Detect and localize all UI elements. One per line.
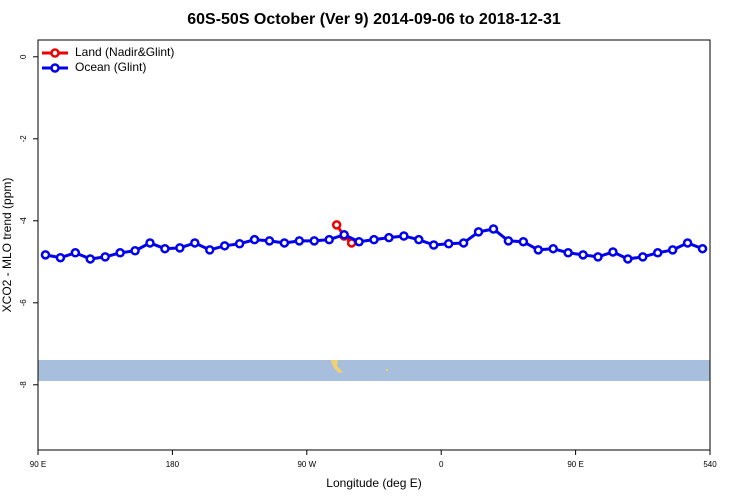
- map-land: [331, 360, 343, 373]
- chart-title: 60S-50S October (Ver 9) 2014-09-06 to 20…: [187, 11, 561, 28]
- series-point: [100, 252, 110, 262]
- series-point: [175, 243, 185, 253]
- series-point: [234, 239, 245, 249]
- y-axis-label: XCO2 - MLO trend (ppm): [0, 178, 14, 313]
- series-point: [219, 241, 230, 251]
- x-tick-label: 90 E: [30, 460, 46, 469]
- series-point: [190, 238, 200, 248]
- series-point: [488, 224, 499, 234]
- map-strip: [38, 360, 710, 381]
- series-point: [85, 254, 96, 264]
- series-point: [578, 250, 588, 260]
- series-point: [667, 245, 678, 255]
- series-point: [324, 234, 334, 245]
- series-point: [160, 243, 170, 254]
- series-point: [115, 248, 125, 258]
- series-point: [414, 234, 424, 245]
- series-point: [309, 236, 320, 246]
- series-point: [204, 245, 215, 255]
- x-tick-label: 90 W: [297, 460, 316, 469]
- legend-point: [50, 63, 60, 73]
- x-tick-label: 0: [439, 460, 444, 469]
- series-point: [458, 238, 469, 248]
- legend-label: Land (Nadir&Glint): [75, 45, 174, 59]
- legend-label: Ocean (Glint): [75, 60, 146, 74]
- y-tick-label: -8: [19, 381, 28, 389]
- x-tick-label: 180: [166, 460, 180, 469]
- series-point: [623, 254, 633, 264]
- series-point: [279, 238, 290, 248]
- series-point: [369, 234, 379, 245]
- series-point: [70, 248, 81, 258]
- series-point: [443, 239, 454, 249]
- series-point: [593, 252, 603, 262]
- series-point: [294, 236, 305, 246]
- series-point: [399, 231, 409, 241]
- series-point: [145, 238, 155, 248]
- series-point: [55, 252, 66, 263]
- y-tick-label: -2: [19, 135, 28, 143]
- series-point: [40, 250, 51, 260]
- series-point: [608, 247, 618, 257]
- series-point: [563, 248, 573, 258]
- legend-point: [50, 48, 60, 58]
- series-point: [518, 236, 529, 247]
- series-point: [339, 230, 349, 240]
- series-point: [697, 243, 708, 254]
- series-point: [473, 227, 484, 237]
- series-point: [503, 236, 514, 246]
- y-tick-label: 0: [19, 54, 28, 59]
- plot-frame: [37, 39, 711, 451]
- series-point: [652, 248, 663, 258]
- y-tick-label: -6: [19, 299, 28, 307]
- series-point: [384, 232, 394, 243]
- series-point: [264, 236, 275, 246]
- map-land: [386, 369, 388, 371]
- x-tick-label: 90 E: [567, 460, 583, 469]
- series-point: [354, 236, 364, 247]
- series-point: [428, 240, 439, 250]
- series-point: [682, 238, 693, 248]
- x-axis-label: Longitude (deg E): [326, 476, 421, 490]
- series-point: [638, 252, 648, 262]
- series-point: [130, 245, 140, 256]
- y-tick-label: -4: [19, 217, 28, 225]
- series-point: [331, 220, 342, 230]
- series-point: [548, 243, 558, 254]
- x-tick-label: 540: [703, 460, 717, 469]
- series-point: [249, 234, 260, 245]
- series-point: [533, 245, 544, 255]
